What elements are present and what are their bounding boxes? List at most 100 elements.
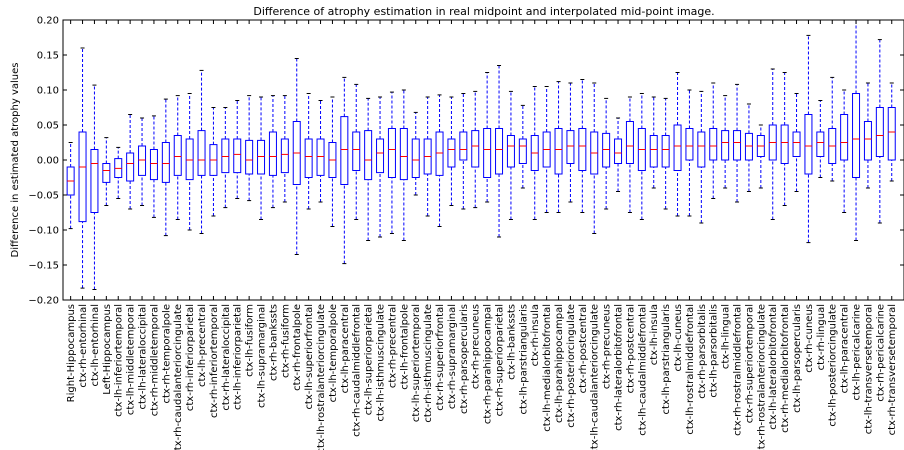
- x-tick-label: ctx-lh-lingual: [721, 304, 732, 369]
- x-tick-label: ctx-lh-precentral: [197, 304, 208, 387]
- x-tick-label: ctx-rh-entorhinal: [78, 304, 89, 388]
- y-tick-label: 0.00: [37, 156, 59, 167]
- x-tick-label: ctx-rh-supramarginal: [447, 304, 458, 409]
- box-rect: [495, 128, 504, 175]
- box-20: [292, 58, 301, 255]
- x-tick-label: ctx-rh-superiorparietal: [495, 304, 506, 416]
- box-33: [447, 96, 456, 206]
- x-tick-label: ctx-rh-lateraloccipital: [221, 304, 232, 411]
- y-tick-label: −0.20: [28, 296, 59, 307]
- box-10: [173, 95, 182, 220]
- y-tick-label: −0.15: [28, 261, 59, 272]
- box-6: [126, 114, 135, 210]
- box-rect: [399, 128, 408, 181]
- x-tick-label: ctx-lh-lateraloccipital: [138, 304, 149, 410]
- box-19: [280, 95, 289, 203]
- box-rect: [697, 131, 706, 168]
- x-tick-label: ctx-lh-superiorparietal: [364, 304, 375, 415]
- box-rect: [90, 149, 99, 213]
- box-53: [685, 89, 694, 217]
- box-21: [304, 93, 313, 210]
- x-tick-label: ctx-rh-parahippocampal: [483, 304, 494, 424]
- box-rect: [257, 139, 266, 175]
- box-36: [483, 72, 492, 203]
- box-rect: [887, 107, 896, 161]
- box-31: [423, 96, 432, 217]
- box-35: [471, 90, 480, 209]
- box-60: [768, 68, 777, 220]
- x-tick-label: ctx-rh-superiortemporal: [744, 304, 755, 423]
- x-tick-label: ctx-rh-inferiortemporal: [209, 304, 220, 418]
- box-rect: [506, 135, 515, 168]
- box-rect: [78, 131, 87, 223]
- box-rect: [161, 142, 170, 183]
- box-rect: [804, 114, 813, 175]
- box-rect: [661, 135, 670, 168]
- box-39: [518, 104, 527, 189]
- y-tick-label: −0.10: [28, 226, 59, 237]
- box-66: [840, 89, 849, 213]
- box-3: [90, 84, 99, 290]
- box-rect: [744, 132, 753, 161]
- x-tick-label: ctx-lh-parstriangularis: [661, 304, 672, 414]
- box-rect: [173, 135, 182, 176]
- box-rect: [852, 93, 861, 178]
- box-25: [352, 83, 361, 220]
- box-rect: [792, 131, 801, 157]
- box-rect: [625, 121, 634, 164]
- box-1: [66, 142, 75, 230]
- box-rect: [518, 138, 527, 164]
- box-rect: [602, 132, 611, 168]
- box-43: [566, 82, 575, 203]
- box-42: [554, 81, 563, 213]
- x-tick-label: ctx-lh-cuneus: [673, 304, 684, 372]
- box-rect: [459, 131, 468, 161]
- box-rect: [304, 138, 313, 178]
- box-62: [792, 93, 801, 192]
- x-tick-label: ctx-lh-caudalanteriorcingulate: [590, 304, 601, 450]
- box-23: [328, 96, 337, 227]
- x-tick-label: ctx-lh-parstriangularis: [518, 304, 529, 414]
- box-70: [887, 82, 896, 182]
- box-40: [530, 86, 539, 220]
- box-rect: [221, 138, 230, 174]
- x-tick-label: ctx-rh-transversetemporal: [887, 304, 898, 435]
- box-rect: [280, 138, 289, 174]
- box-52: [673, 72, 682, 217]
- box-59: [756, 124, 765, 189]
- box-22: [316, 100, 325, 203]
- box-32: [435, 94, 444, 227]
- box-24: [340, 76, 349, 265]
- box-rect: [233, 138, 242, 174]
- box-rect: [387, 128, 396, 178]
- x-tick-label: ctx-rh-precuneus: [602, 304, 613, 389]
- box-rect: [316, 138, 325, 176]
- x-tick-label: ctx-rh-parsorbitalis: [697, 304, 708, 399]
- box-28: [387, 91, 396, 234]
- box-2: [78, 47, 87, 289]
- box-37: [495, 65, 504, 238]
- box-64: [816, 100, 825, 178]
- box-rect: [566, 130, 575, 165]
- x-tick-label: ctx-rh-caudalanteriorcingulate: [173, 304, 184, 450]
- box-46: [602, 97, 611, 210]
- x-tick-label: Right-Hippocampus: [66, 304, 77, 402]
- box-30: [411, 111, 420, 196]
- x-tick-label: ctx-rh-medialorbitofrontal: [780, 304, 791, 433]
- box-rect: [733, 130, 742, 161]
- x-tick-label: ctx-rh-temporalpole: [161, 304, 172, 404]
- x-tick-label: ctx-rh-middletemporal: [149, 304, 160, 416]
- box-51: [661, 97, 670, 210]
- x-tick-label: ctx-rh-superiorfrontal: [435, 304, 446, 411]
- box-41: [542, 86, 551, 213]
- x-tick-label: ctx-lh-inferiortemporal: [114, 304, 125, 417]
- x-tick-label: ctx-lh-lateralorbitofrontal: [768, 304, 779, 430]
- x-tick-label: ctx-lh-entorhinal: [90, 304, 101, 387]
- x-tick-label: ctx-rh-inferiorparietal: [185, 304, 196, 411]
- x-tick-label: ctx-lh-parsopercularis: [792, 304, 803, 413]
- x-tick-label: ctx-rh-caudalmiddlefrontal: [352, 304, 363, 437]
- box-rect: [376, 138, 385, 174]
- box-rect: [673, 124, 682, 171]
- box-44: [578, 79, 587, 213]
- x-tick-label: ctx-lh-posteriorcingulate: [828, 304, 839, 427]
